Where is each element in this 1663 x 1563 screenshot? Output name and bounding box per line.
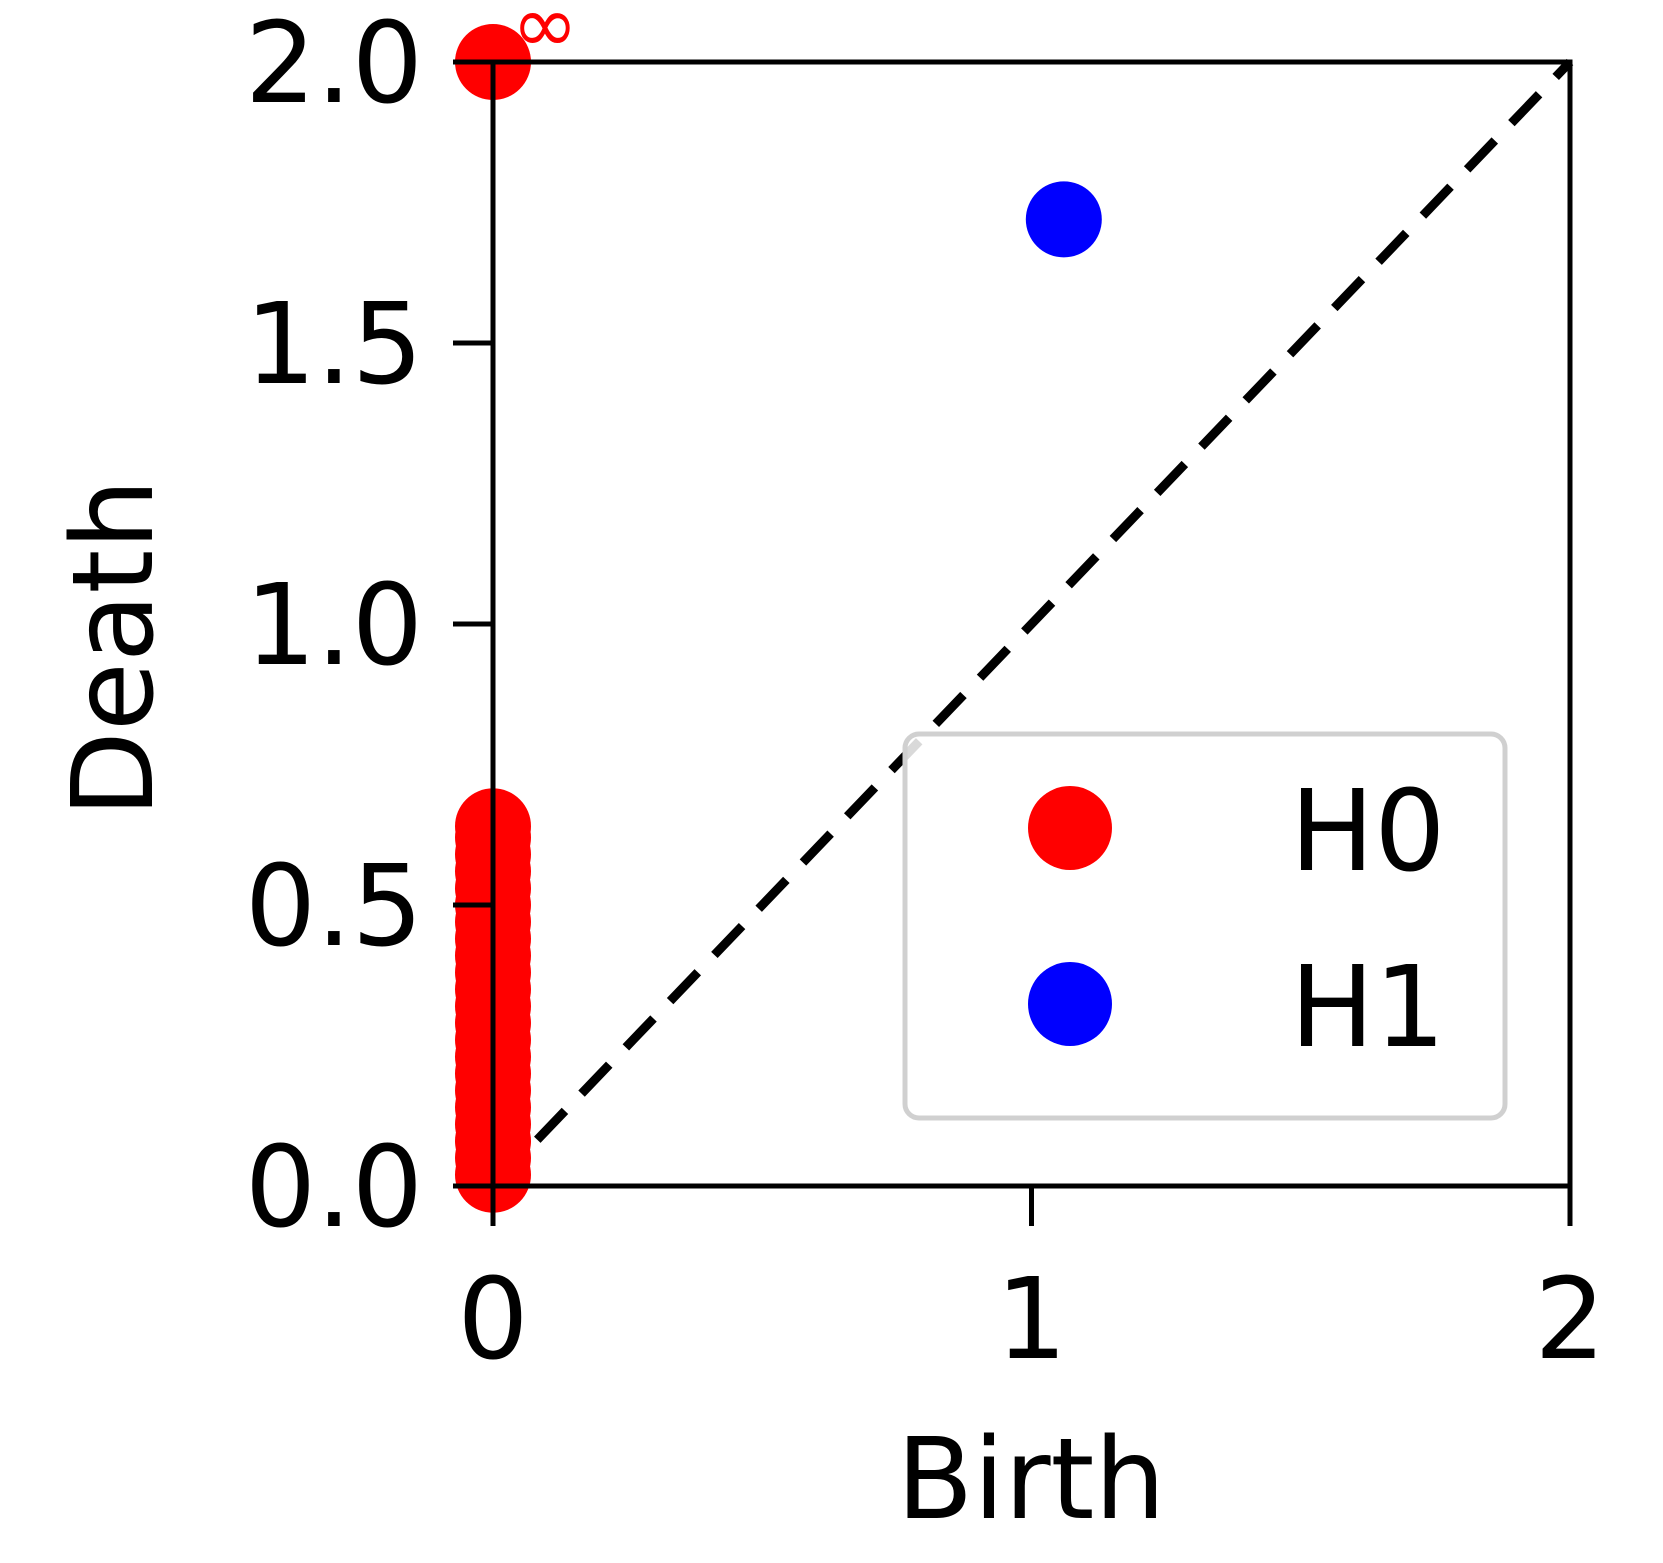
y-tick-label: 1.0 bbox=[245, 561, 423, 691]
x-tick-label: 1 bbox=[996, 1255, 1067, 1385]
h1-point bbox=[1025, 181, 1102, 258]
legend-marker-h0 bbox=[1028, 786, 1112, 870]
x-tick-label: 2 bbox=[1534, 1255, 1605, 1385]
infinity-label: ∞ bbox=[512, 0, 579, 71]
legend-marker-h1 bbox=[1028, 962, 1112, 1046]
y-tick-label: 0.5 bbox=[245, 842, 423, 972]
axes: 0 1 2 0.0 0.5 1.0 1.5 2.0 ∞ bbox=[245, 0, 1606, 1385]
diagonal-line bbox=[489, 58, 1574, 1190]
x-axis-label: Birth bbox=[897, 1415, 1166, 1545]
y-tick-label: 1.5 bbox=[245, 280, 423, 410]
legend-label-h1: H1 bbox=[1290, 943, 1445, 1073]
y-tick-label: 2.0 bbox=[245, 0, 423, 129]
y-tick-label: 0.0 bbox=[245, 1123, 423, 1253]
legend-label-h0: H0 bbox=[1290, 767, 1445, 897]
x-tick-label: 0 bbox=[457, 1255, 528, 1385]
y-axis-label: Death bbox=[49, 479, 179, 818]
